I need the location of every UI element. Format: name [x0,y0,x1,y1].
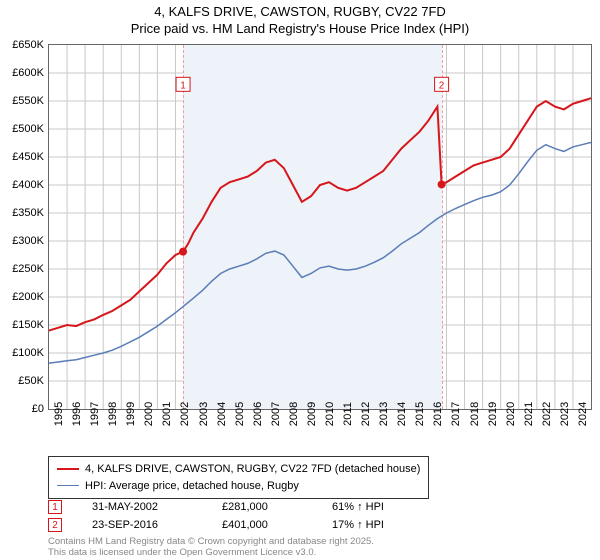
x-tick-label: 2010 [324,402,336,426]
title-line-1: 4, KALFS DRIVE, CAWSTON, RUGBY, CV22 7FD [0,4,600,21]
x-tick-label: 2024 [577,402,589,426]
y-tick-label: £300K [12,235,44,247]
legend-row: 4, KALFS DRIVE, CAWSTON, RUGBY, CV22 7FD… [57,461,420,478]
chart-titles: 4, KALFS DRIVE, CAWSTON, RUGBY, CV22 7FD… [0,0,600,42]
x-tick-label: 1996 [71,402,83,426]
sale-label-2: 2 [439,80,445,91]
sale-row: 2 23-SEP-2016 £401,000 17% ↑ HPI [48,516,432,534]
x-tick-label: 2017 [450,402,462,426]
x-tick-label: 2022 [541,402,553,426]
y-tick-label: £50K [18,375,44,387]
x-tick-label: 1999 [125,402,137,426]
y-tick-label: £150K [12,319,44,331]
x-tick-label: 2021 [523,402,535,426]
sale-price: £281,000 [222,501,302,513]
sale-price: £401,000 [222,519,302,531]
series-layer: 12 [49,45,591,409]
y-tick-label: £0 [32,403,44,415]
y-tick-label: £650K [12,39,44,51]
sale-marker-icon: 1 [48,500,62,514]
x-tick-label: 2003 [198,402,210,426]
title-line-2: Price paid vs. HM Land Registry's House … [0,21,600,38]
legend-label: HPI: Average price, detached house, Rugb… [85,478,299,495]
legend-swatch [57,485,79,486]
footer-line-1: Contains HM Land Registry data © Crown c… [48,536,374,547]
footer-line-2: This data is licensed under the Open Gov… [48,547,374,558]
x-tick-label: 2004 [216,402,228,426]
y-tick-label: £500K [12,123,44,135]
x-tick-label: 2005 [234,402,246,426]
x-tick-label: 1995 [53,402,65,426]
x-tick-label: 2013 [378,402,390,426]
y-tick-label: £100K [12,347,44,359]
series-price_paid [49,98,591,330]
sale-label-1: 1 [180,80,186,91]
sale-date: 23-SEP-2016 [92,519,192,531]
x-tick-label: 2007 [270,402,282,426]
sales-table: 1 31-MAY-2002 £281,000 61% ↑ HPI 2 23-SE… [48,498,432,534]
legend-row: HPI: Average price, detached house, Rugb… [57,478,420,495]
footer: Contains HM Land Registry data © Crown c… [48,536,374,559]
sale-row: 1 31-MAY-2002 £281,000 61% ↑ HPI [48,498,432,516]
x-tick-label: 2009 [306,402,318,426]
plot-area: 12 [48,44,592,410]
y-tick-label: £550K [12,95,44,107]
sale-point-1 [179,248,187,256]
x-tick-label: 2018 [469,402,481,426]
x-tick-label: 2023 [559,402,571,426]
series-hpi [49,142,591,363]
y-tick-label: £350K [12,207,44,219]
y-tick-label: £600K [12,67,44,79]
x-tick-label: 2019 [487,402,499,426]
x-tick-label: 2020 [505,402,517,426]
x-tick-label: 2016 [432,402,444,426]
x-tick-label: 2011 [342,402,354,426]
x-tick-label: 2002 [179,402,191,426]
sale-vs-hpi: 61% ↑ HPI [332,501,432,513]
legend-swatch [57,468,79,470]
x-tick-label: 2015 [414,402,426,426]
y-tick-label: £450K [12,151,44,163]
sale-date: 31-MAY-2002 [92,501,192,513]
sale-vs-hpi: 17% ↑ HPI [332,519,432,531]
x-tick-label: 2008 [288,402,300,426]
x-tick-label: 2014 [396,402,408,426]
x-tick-label: 2012 [360,402,372,426]
legend: 4, KALFS DRIVE, CAWSTON, RUGBY, CV22 7FD… [48,456,429,499]
x-tick-label: 2006 [252,402,264,426]
x-tick-label: 1998 [107,402,119,426]
sale-marker-icon: 2 [48,518,62,532]
sale-point-2 [438,180,446,188]
x-tick-label: 2000 [143,402,155,426]
x-tick-label: 1997 [89,402,101,426]
x-tick-label: 2001 [161,402,173,426]
chart-container: 4, KALFS DRIVE, CAWSTON, RUGBY, CV22 7FD… [0,0,600,560]
y-tick-label: £200K [12,291,44,303]
legend-label: 4, KALFS DRIVE, CAWSTON, RUGBY, CV22 7FD… [85,461,420,478]
y-tick-label: £400K [12,179,44,191]
y-tick-label: £250K [12,263,44,275]
